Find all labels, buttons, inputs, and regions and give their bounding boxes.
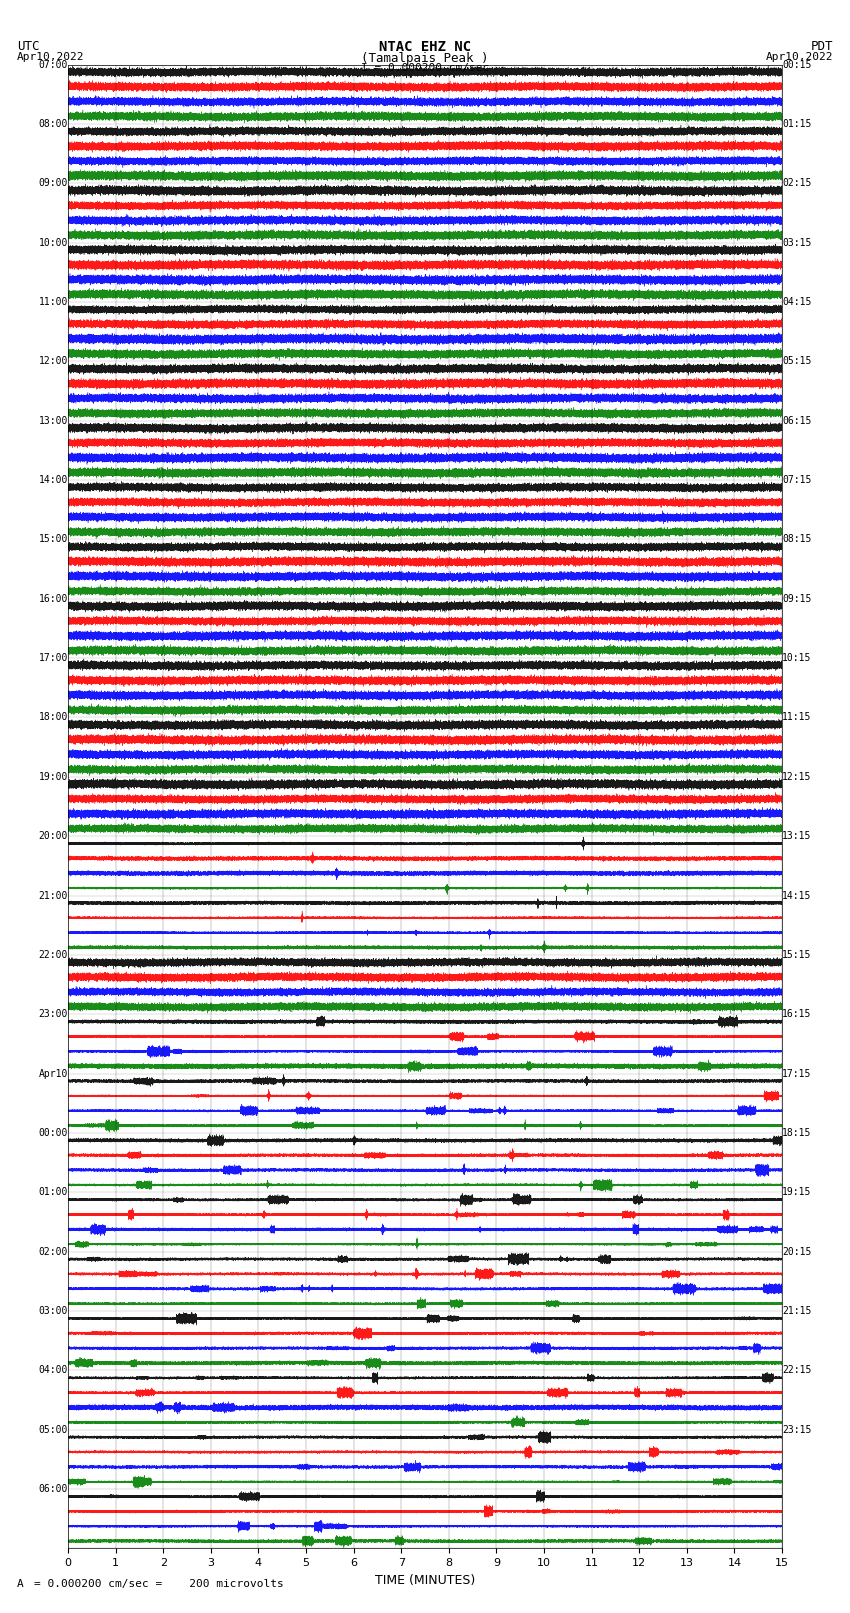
Text: 18:00: 18:00 — [38, 713, 68, 723]
Text: 13:15: 13:15 — [782, 831, 812, 840]
Text: 07:15: 07:15 — [782, 476, 812, 486]
Text: 02:15: 02:15 — [782, 179, 812, 189]
Text: 09:15: 09:15 — [782, 594, 812, 603]
Text: 07:00: 07:00 — [38, 60, 68, 69]
Text: 01:15: 01:15 — [782, 119, 812, 129]
Text: 06:15: 06:15 — [782, 416, 812, 426]
X-axis label: TIME (MINUTES): TIME (MINUTES) — [375, 1574, 475, 1587]
Text: 16:15: 16:15 — [782, 1010, 812, 1019]
Text: (Tamalpais Peak ): (Tamalpais Peak ) — [361, 52, 489, 65]
Text: 13:00: 13:00 — [38, 416, 68, 426]
Text: 09:00: 09:00 — [38, 179, 68, 189]
Text: 14:15: 14:15 — [782, 890, 812, 900]
Text: 20:15: 20:15 — [782, 1247, 812, 1257]
Text: 01:00: 01:00 — [38, 1187, 68, 1197]
Text: 04:00: 04:00 — [38, 1366, 68, 1376]
Text: 20:00: 20:00 — [38, 831, 68, 840]
Text: 16:00: 16:00 — [38, 594, 68, 603]
Text: 08:00: 08:00 — [38, 119, 68, 129]
Text: 22:00: 22:00 — [38, 950, 68, 960]
Text: 03:15: 03:15 — [782, 237, 812, 247]
Text: 18:15: 18:15 — [782, 1127, 812, 1137]
Text: = 0.000200 cm/sec =    200 microvolts: = 0.000200 cm/sec = 200 microvolts — [34, 1579, 284, 1589]
Text: 00:15: 00:15 — [782, 60, 812, 69]
Text: 14:00: 14:00 — [38, 476, 68, 486]
Text: 12:15: 12:15 — [782, 773, 812, 782]
Text: 21:00: 21:00 — [38, 890, 68, 900]
Text: UTC: UTC — [17, 40, 39, 53]
Text: 21:15: 21:15 — [782, 1307, 812, 1316]
Text: 11:00: 11:00 — [38, 297, 68, 306]
Text: 03:00: 03:00 — [38, 1307, 68, 1316]
Text: 22:15: 22:15 — [782, 1366, 812, 1376]
Text: 10:15: 10:15 — [782, 653, 812, 663]
Text: 05:00: 05:00 — [38, 1424, 68, 1434]
Text: 23:15: 23:15 — [782, 1424, 812, 1434]
Text: 05:15: 05:15 — [782, 356, 812, 366]
Text: A: A — [17, 1579, 24, 1589]
Text: Apr10,2022: Apr10,2022 — [17, 52, 84, 61]
Text: 19:00: 19:00 — [38, 773, 68, 782]
Text: 17:15: 17:15 — [782, 1069, 812, 1079]
Text: 23:00: 23:00 — [38, 1010, 68, 1019]
Text: 17:00: 17:00 — [38, 653, 68, 663]
Text: 19:15: 19:15 — [782, 1187, 812, 1197]
Text: 04:15: 04:15 — [782, 297, 812, 306]
Text: 11:15: 11:15 — [782, 713, 812, 723]
Text: 06:00: 06:00 — [38, 1484, 68, 1494]
Text: 00:00: 00:00 — [38, 1127, 68, 1137]
Text: 15:00: 15:00 — [38, 534, 68, 544]
Text: 08:15: 08:15 — [782, 534, 812, 544]
Text: 15:15: 15:15 — [782, 950, 812, 960]
Text: 10:00: 10:00 — [38, 237, 68, 247]
Text: I = 0.000200 cm/sec: I = 0.000200 cm/sec — [361, 63, 489, 73]
Text: NTAC EHZ NC: NTAC EHZ NC — [379, 40, 471, 55]
Text: 02:00: 02:00 — [38, 1247, 68, 1257]
Text: Apr10: Apr10 — [38, 1069, 68, 1079]
Text: Apr10,2022: Apr10,2022 — [766, 52, 833, 61]
Text: PDT: PDT — [811, 40, 833, 53]
Text: 12:00: 12:00 — [38, 356, 68, 366]
